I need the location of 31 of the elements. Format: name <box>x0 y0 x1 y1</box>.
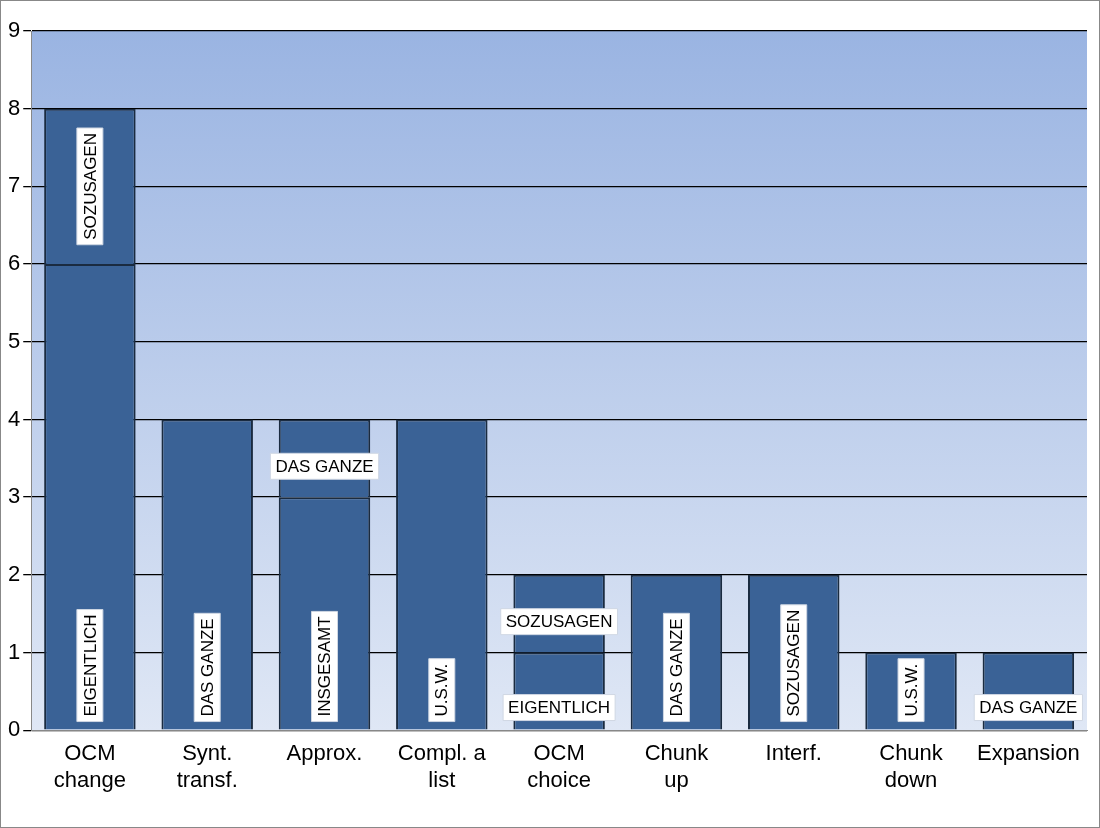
y-tick-label: 2 <box>7 560 21 586</box>
y-tick-label: 6 <box>7 250 21 276</box>
y-tick-label: 3 <box>7 483 21 509</box>
data-label: U.S.W. <box>901 663 921 717</box>
x-tick-label: Expansion <box>976 740 1080 766</box>
y-tick-label: 9 <box>7 17 21 43</box>
y-tick-label: 7 <box>7 172 21 198</box>
y-tick-label: 5 <box>7 327 21 353</box>
data-label: U.S.W. <box>432 663 452 717</box>
x-tick-label: Synt. transf. <box>176 740 238 792</box>
x-tick-label: OCM change <box>53 740 126 792</box>
x-tick-label: Chunk down <box>879 740 944 792</box>
x-tick-label: Interf. <box>765 740 822 766</box>
y-tick-label: 1 <box>7 638 21 664</box>
data-label: DAS GANZE <box>197 618 217 717</box>
data-label: SOZUSAGEN <box>80 133 100 240</box>
data-label: EIGENTLICH <box>508 698 611 718</box>
data-label: EIGENTLICH <box>80 614 100 717</box>
x-tick-label: Compl. a list <box>397 740 487 792</box>
data-label: SOZUSAGEN <box>784 609 804 717</box>
data-label: DAS GANZE <box>979 698 1078 718</box>
x-tick-label: OCM choice <box>527 740 591 792</box>
y-tick-label: 8 <box>7 94 21 120</box>
data-label: SOZUSAGEN <box>505 612 613 632</box>
data-label: INSGESAMT <box>315 616 335 717</box>
x-tick-label: Approx. <box>286 740 363 766</box>
y-tick-label: 0 <box>7 716 21 742</box>
data-label: DAS GANZE <box>667 618 687 717</box>
x-tick-label: Chunk up <box>644 740 710 792</box>
y-tick-label: 4 <box>7 405 21 431</box>
data-label: DAS GANZE <box>275 456 374 476</box>
